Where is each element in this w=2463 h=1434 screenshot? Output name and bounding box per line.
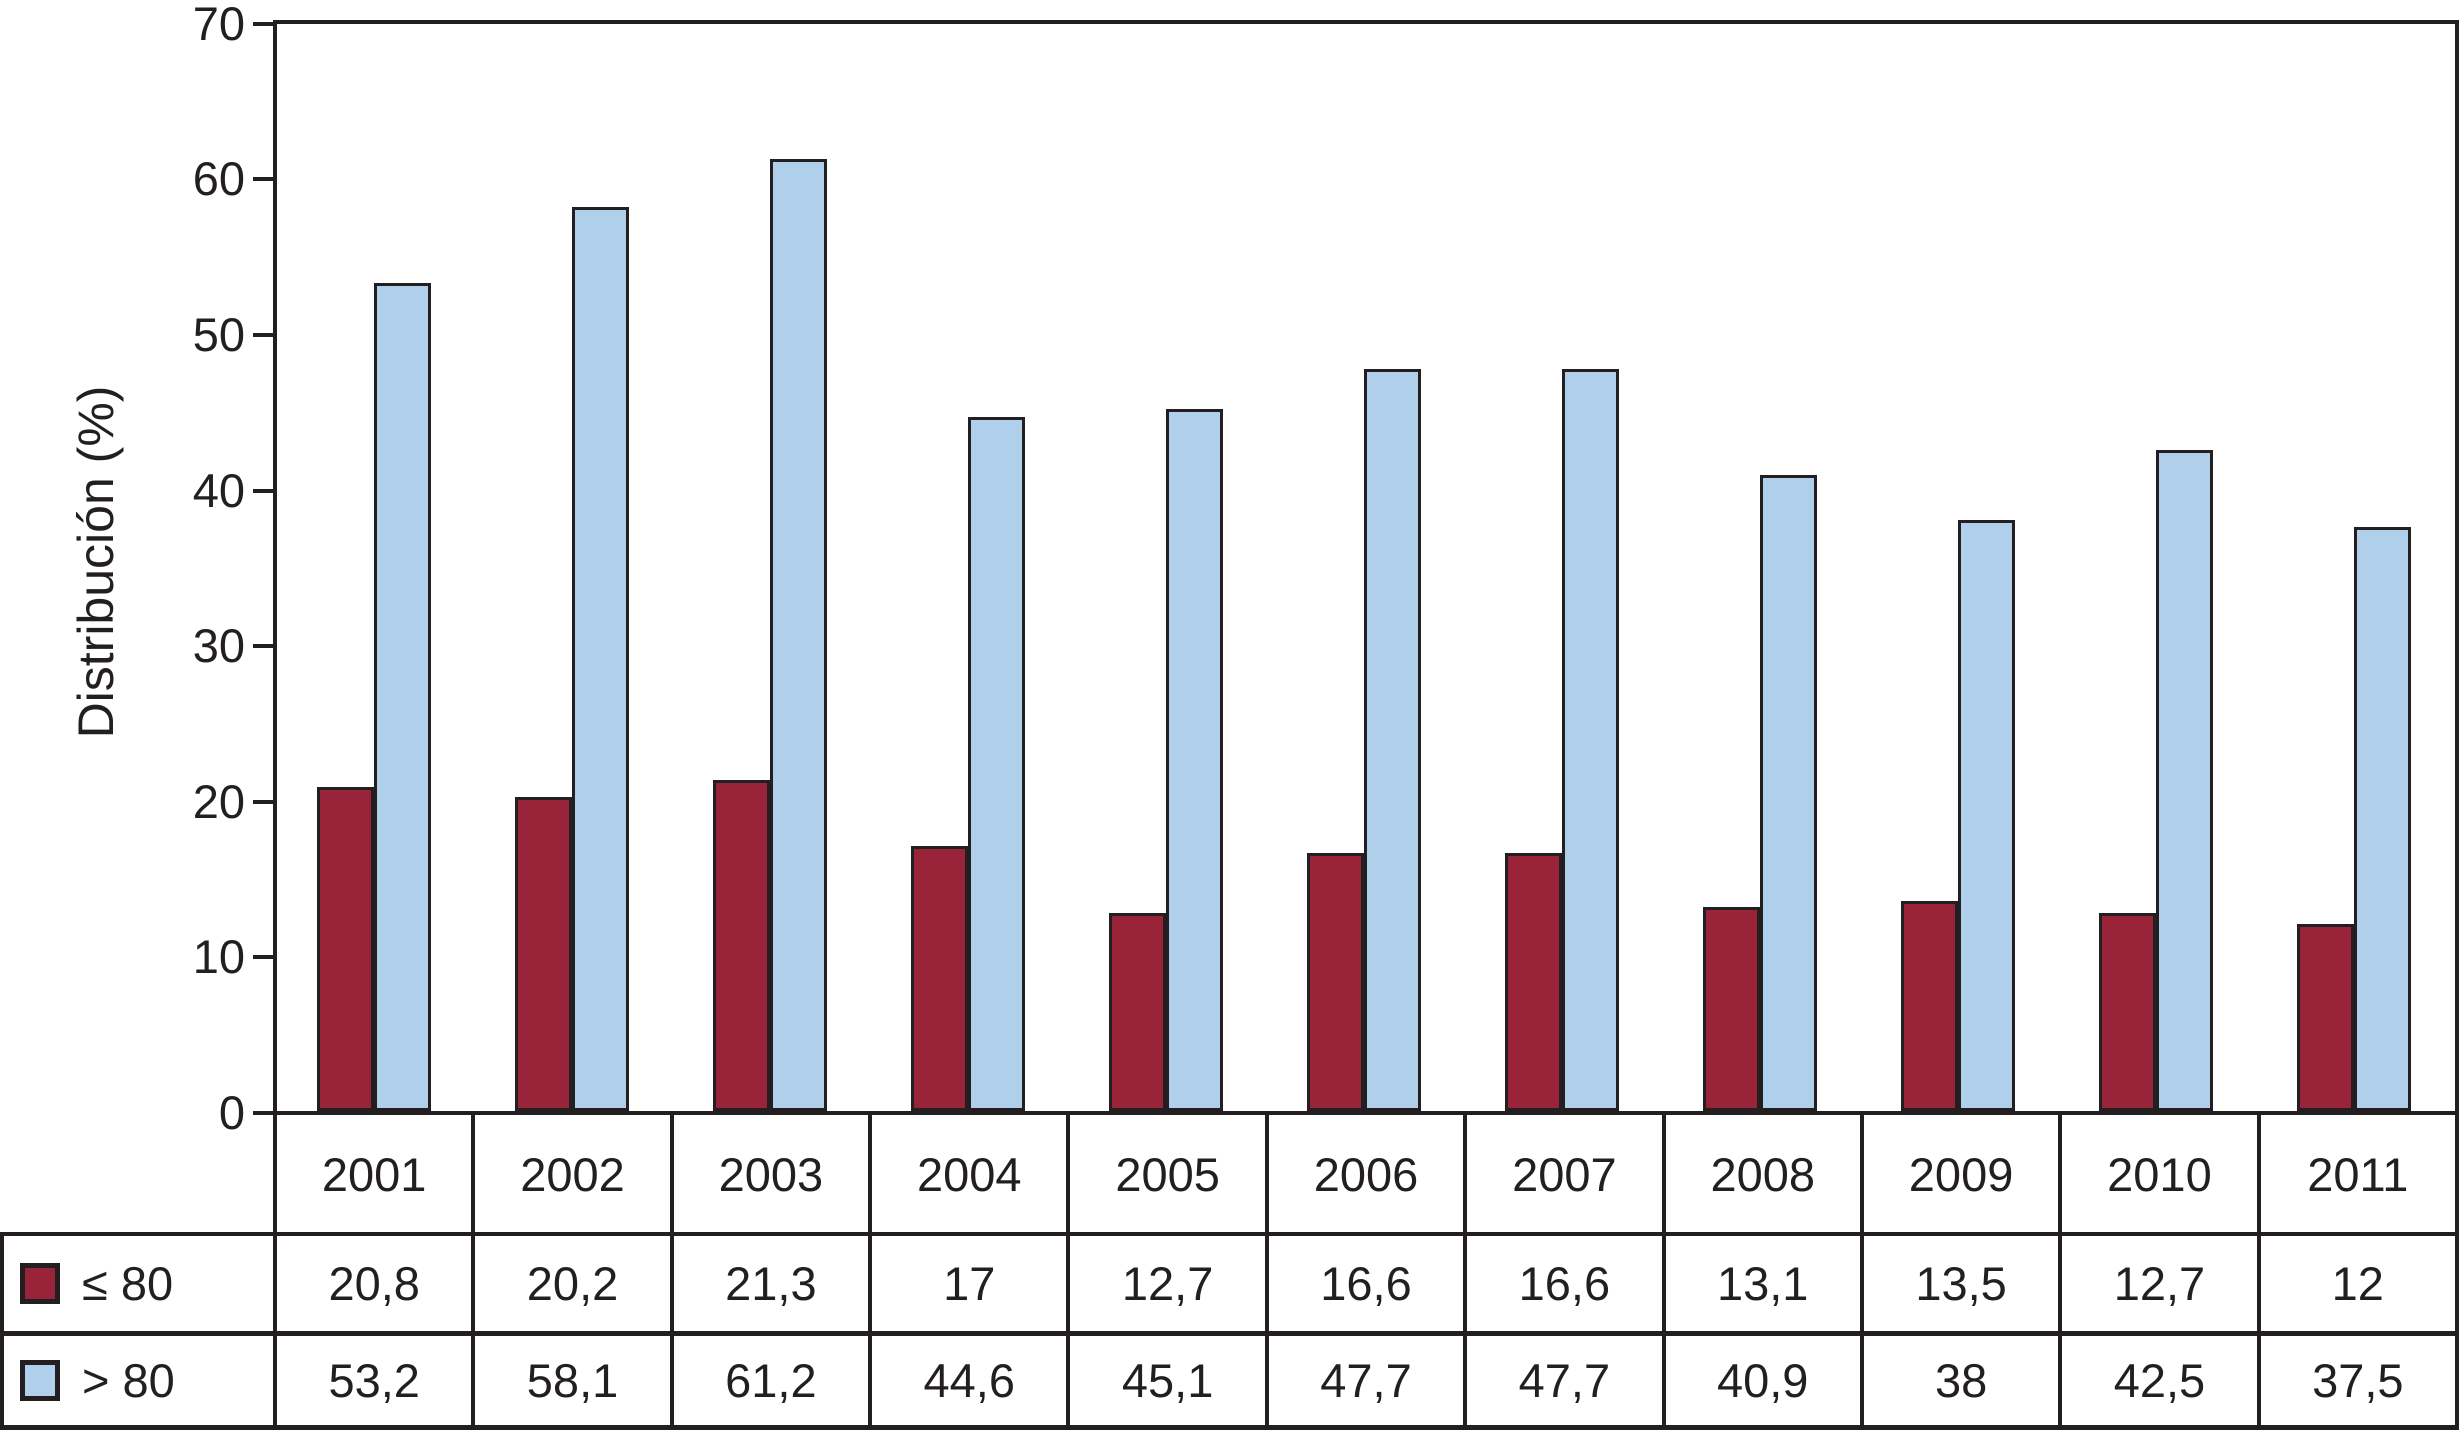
year-header-cell: 2002 (475, 1115, 670, 1233)
y-tick-label: 40 (192, 463, 245, 517)
year-header-cell: 2003 (673, 1115, 869, 1233)
y-tick-mark (253, 955, 273, 960)
bar (1562, 369, 1619, 1111)
legend-cell: > 80 (4, 1336, 273, 1425)
value-cell: 38 (1863, 1336, 2059, 1425)
y-tick-label: 20 (192, 774, 245, 828)
value-cell: 16,6 (1268, 1236, 1464, 1331)
value-cell: 12,7 (1070, 1236, 1265, 1331)
value-cell: 12,7 (2062, 1236, 2257, 1331)
y-tick-label: 10 (192, 930, 245, 984)
y-tick-mark (253, 1111, 273, 1115)
value-cell: 44,6 (872, 1336, 1067, 1425)
value-cell: 53,2 (277, 1336, 472, 1425)
y-tick-label: 60 (192, 152, 245, 206)
bar (1958, 520, 2015, 1111)
bar (1364, 369, 1421, 1111)
value-cell: 61,2 (673, 1336, 869, 1425)
bar (2099, 913, 2156, 1111)
y-tick-label: 0 (218, 1086, 245, 1139)
value-cell: 12 (2260, 1236, 2455, 1331)
year-header-cell: 2007 (1467, 1115, 1662, 1233)
legend-swatch (20, 1263, 60, 1304)
year-header-cell: 2001 (277, 1115, 472, 1233)
bar (911, 846, 968, 1111)
value-cell: 47,7 (1467, 1336, 1662, 1425)
bar (1901, 901, 1958, 1111)
y-tick-mark (253, 488, 273, 493)
value-cell: 21,3 (673, 1236, 869, 1331)
year-header-cell: 2010 (2062, 1115, 2257, 1233)
value-cell: 17 (872, 1236, 1067, 1331)
bar (2297, 924, 2354, 1111)
year-header-cell: 2006 (1268, 1115, 1464, 1233)
y-tick-label: 70 (192, 0, 245, 50)
value-cell: 37,5 (2260, 1336, 2455, 1425)
value-cell: 13,1 (1665, 1236, 1860, 1331)
value-cell: 13,5 (1863, 1236, 2059, 1331)
value-cell: 45,1 (1070, 1336, 1265, 1425)
x-axis-year-header-row: 2001 2002 2003 2004 2005 2006 2007 2008 2009 2010… (273, 1115, 2459, 1237)
value-cell: 20,8 (277, 1236, 472, 1331)
y-tick-label: 50 (192, 308, 245, 361)
bar (1307, 853, 1364, 1111)
bar (317, 787, 374, 1111)
year-header-cell: 2011 (2260, 1115, 2455, 1233)
y-tick-mark (253, 799, 273, 804)
bar (2354, 527, 2411, 1111)
value-cell: 20,2 (475, 1236, 670, 1331)
bar (374, 283, 431, 1111)
bar (2156, 450, 2213, 1111)
bar (1166, 409, 1223, 1111)
y-tick-mark (253, 644, 273, 649)
plot-inner (277, 24, 2455, 1111)
y-tick-mark (253, 21, 273, 26)
value-cell: 47,7 (1268, 1336, 1464, 1425)
y-tick-label: 30 (192, 619, 245, 673)
bar (1760, 475, 1817, 1111)
legend-swatch (20, 1360, 60, 1401)
bar (713, 780, 770, 1111)
data-table: ≤ 80 20,8 20,2 21,3 17 12,7 16,6 16,6 13,1 13,5 12… (0, 1232, 2459, 1430)
y-tick-mark (253, 333, 273, 337)
value-cell: 42,5 (2062, 1336, 2257, 1425)
y-tick-mark (253, 177, 273, 182)
bar (1109, 913, 1166, 1111)
legend-cell: ≤ 80 (4, 1236, 273, 1331)
year-header-cell: 2008 (1665, 1115, 1860, 1233)
value-cell: 16,6 (1467, 1236, 1662, 1331)
y-axis-title: Distribución (%) (68, 385, 124, 739)
bar (770, 159, 827, 1111)
plot-area (273, 20, 2459, 1115)
bar (572, 207, 629, 1111)
bar (515, 797, 572, 1111)
bar (1703, 907, 1760, 1111)
value-cell: 40,9 (1665, 1336, 1860, 1425)
year-header-cell: 2005 (1070, 1115, 1265, 1233)
bar (968, 417, 1025, 1111)
year-header-cell: 2009 (1863, 1115, 2059, 1233)
bar (1505, 853, 1562, 1111)
value-cell: 58,1 (475, 1336, 670, 1425)
year-header-cell: 2004 (872, 1115, 1067, 1233)
legend-label: > 80 (82, 1354, 175, 1407)
legend-label: ≤ 80 (82, 1257, 174, 1310)
